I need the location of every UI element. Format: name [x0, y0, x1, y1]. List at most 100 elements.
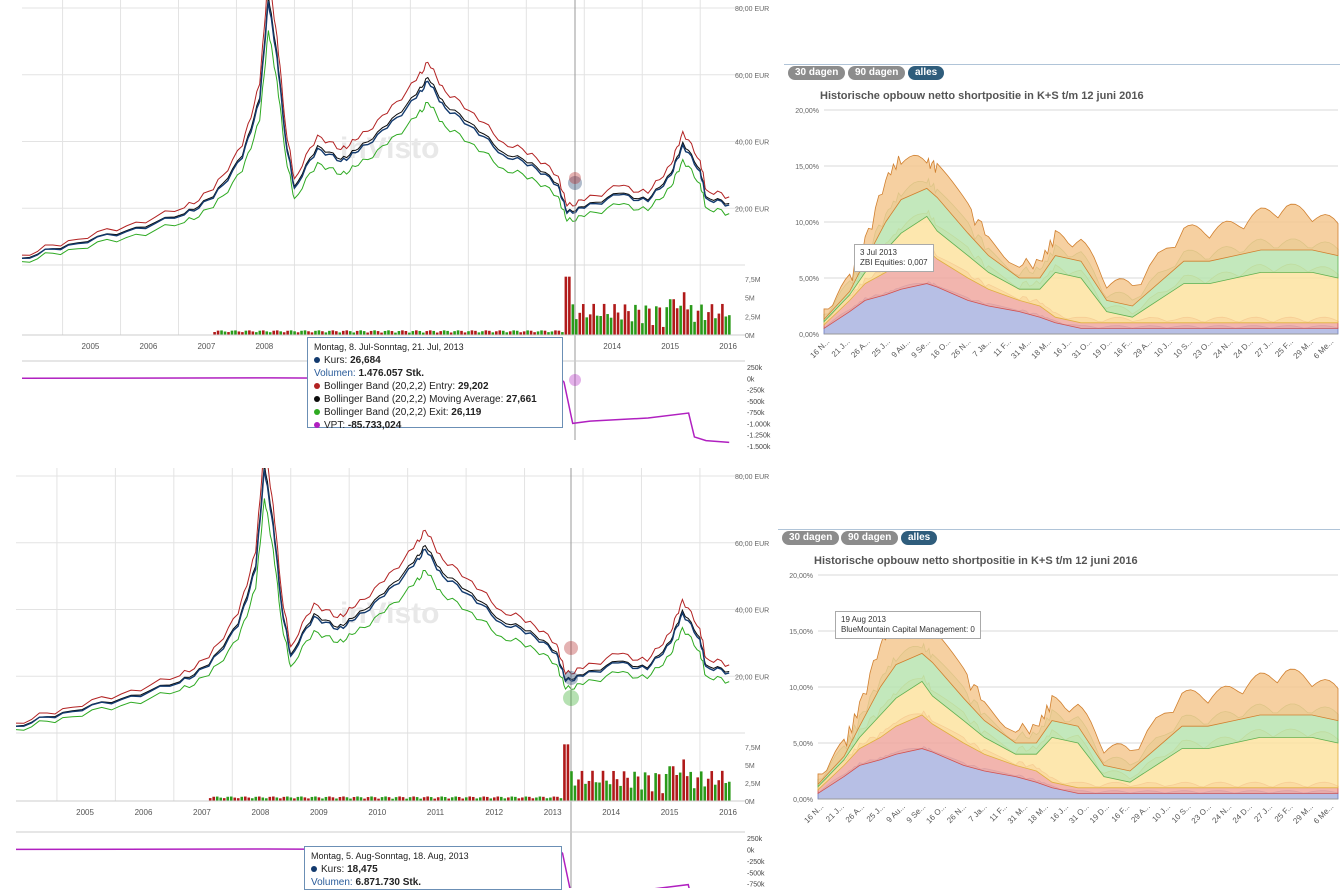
- volume-bar: [557, 330, 561, 335]
- volume-bar: [696, 777, 700, 801]
- volume-bar: [496, 796, 500, 801]
- volume-bar: [398, 796, 401, 801]
- volume-bar: [384, 796, 387, 801]
- short-x-tick-label: 6 Me...: [1312, 802, 1336, 826]
- volume-bar: [529, 330, 533, 335]
- range-button-90[interactable]: 90 dagen: [841, 531, 899, 545]
- tooltip-row: Bollinger Band (20,2,2) Moving Average: …: [314, 393, 556, 406]
- volume-bar: [233, 797, 237, 801]
- short-x-tick-label: 7 Ja...: [967, 802, 989, 824]
- volume-bar: [563, 744, 566, 801]
- volume-bar: [240, 796, 244, 801]
- range-button-all[interactable]: alles: [908, 66, 945, 80]
- short-x-tick-label: 26 N...: [945, 802, 968, 825]
- volume-bar: [545, 798, 549, 801]
- tooltip-row: VPT: -85.733,024: [314, 419, 556, 432]
- short-x-tick-label: 24 N...: [1212, 337, 1235, 360]
- volume-bar: [533, 332, 536, 335]
- price-grid: [22, 0, 745, 335]
- volume-bar: [485, 796, 489, 801]
- year-tick-label: 2016: [719, 808, 737, 817]
- volume-bar: [296, 332, 300, 335]
- volume-bar: [491, 332, 495, 335]
- volume-bar: [629, 787, 633, 801]
- volume-bar: [303, 330, 307, 335]
- volume-bar: [415, 330, 418, 335]
- volume-bar: [686, 309, 689, 335]
- volume-tick-label: 7,5M: [745, 277, 761, 284]
- tooltip-row: Volumen: 6.871.730 Stk.: [311, 876, 555, 889]
- volume-bar: [549, 797, 552, 801]
- volume-bar: [720, 770, 724, 801]
- volume-bar: [679, 305, 682, 335]
- volume-bar: [570, 771, 573, 801]
- volume-bar: [366, 332, 369, 335]
- volume-bar: [289, 797, 293, 801]
- range-button-all[interactable]: alles: [901, 531, 938, 545]
- short-area-series: [823, 154, 1339, 321]
- range-button-90[interactable]: 90 dagen: [848, 66, 906, 80]
- volume-bar: [300, 796, 303, 801]
- price-axis-labels: 80,00 EUR 60,00 EUR 40,00 EUR 20,00 EUR: [735, 474, 769, 681]
- range-button-30[interactable]: 30 dagen: [782, 531, 840, 545]
- vpt-tick-label: 0k: [747, 847, 755, 854]
- volume-bar: [447, 798, 450, 801]
- volume-bar: [338, 332, 342, 335]
- volume-bar: [528, 796, 531, 801]
- volume-bar: [484, 330, 488, 335]
- volume-bar: [345, 330, 349, 335]
- volume-bar: [685, 776, 689, 801]
- volume-bar: [261, 330, 265, 335]
- volume-bar: [421, 332, 425, 335]
- volume-bar: [359, 330, 362, 335]
- volume-bar: [432, 330, 436, 335]
- volume-bar: [515, 330, 519, 335]
- tooltip-value: 27,661: [506, 394, 537, 405]
- volume-bar: [429, 797, 433, 801]
- volume-bars: [22, 276, 745, 336]
- price-tick-label: 40,00 EUR: [735, 140, 769, 147]
- short-x-tick-label: 31 M...: [1009, 337, 1033, 361]
- volume-bar: [435, 332, 439, 335]
- volume-bar: [554, 330, 557, 335]
- volume-bar: [547, 332, 550, 335]
- volume-bar: [383, 330, 387, 335]
- volume-bar: [492, 797, 496, 801]
- volume-bar: [314, 330, 317, 335]
- short-x-tick-label: 16 O...: [924, 802, 947, 825]
- volume-bar: [478, 797, 482, 801]
- volume-bar: [450, 797, 454, 801]
- volume-bar: [275, 330, 279, 335]
- bollinger-entry-line: [15, 468, 730, 724]
- short-x-tick-label: 29 M...: [1292, 337, 1316, 361]
- tooltip-label: Volumen:: [311, 877, 356, 888]
- volume-bar: [564, 276, 568, 335]
- volume-bar: [390, 331, 394, 335]
- volume-bar: [595, 315, 599, 335]
- volume-bar: [703, 786, 707, 801]
- volume-bar: [470, 330, 474, 335]
- volume-bar: [648, 308, 651, 335]
- vpt-tick-label: -1.000k: [747, 421, 771, 428]
- volume-bar: [682, 292, 686, 335]
- volume-bar: [243, 796, 247, 801]
- volume-bar: [481, 331, 484, 335]
- top-border: [778, 529, 1340, 530]
- volume-bar: [643, 772, 647, 801]
- tooltip-value: 6.871.730 Stk.: [355, 877, 422, 888]
- volume-bar: [439, 331, 442, 335]
- range-button-30[interactable]: 30 dagen: [788, 66, 846, 80]
- volume-bar: [692, 788, 696, 801]
- volume-bar: [208, 798, 212, 801]
- volume-bar: [296, 796, 300, 801]
- volume-bar: [359, 797, 363, 801]
- volume-bar: [453, 331, 456, 335]
- price-tick-label: 20,00 EUR: [735, 674, 769, 681]
- volume-bar: [373, 330, 376, 335]
- volume-bar: [363, 798, 366, 801]
- short-x-tick-label: 9 Se...: [909, 337, 932, 360]
- volume-bar: [627, 311, 630, 335]
- volume-bar: [328, 330, 331, 335]
- series-dot-icon: [314, 396, 320, 403]
- volume-bar: [370, 796, 373, 801]
